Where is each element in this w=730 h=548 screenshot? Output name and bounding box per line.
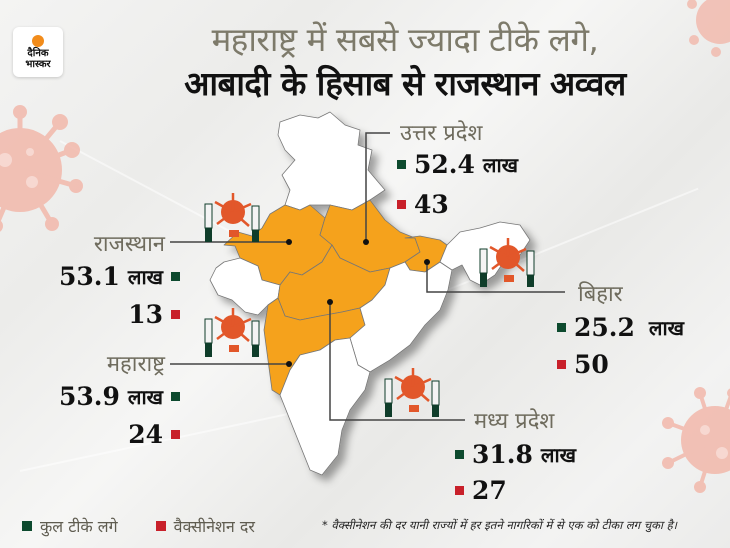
virus-decoration-icon (0, 105, 83, 232)
legend-rate-label: वैक्सीनेशन दर (173, 517, 255, 536)
leader-line-bihar (426, 262, 565, 293)
total-marker-icon (171, 272, 180, 281)
legend: कुल टीके लगे वैक्सीनेशन दर (22, 515, 255, 537)
rate-marker-icon (397, 200, 406, 209)
footnote: * वैक्सीनेशन की दर यानी राज्यों में हर इ… (322, 518, 678, 532)
headline-line1: महाराष्ट्र में सबसे ज्यादा टीके लगे, (211, 20, 599, 59)
total-vaccines-uttar-pradesh: 52.4 लाख (397, 150, 518, 179)
virus-decoration-icon (662, 387, 730, 493)
total-vaccines-rajasthan: 53.1 लाख (20, 262, 180, 291)
legend-total-marker-icon (22, 521, 32, 531)
map-state-gujarat (209, 257, 281, 316)
legend-rate-marker-icon (155, 521, 166, 531)
rate-marker-icon (171, 310, 180, 319)
vaccination-rate-rajasthan: 13 (20, 300, 180, 329)
total-vaccines-maharashtra: 53.9 लाख (20, 382, 180, 411)
logo-text-line1: दैनिक (27, 47, 49, 59)
map-north-states (277, 111, 386, 211)
total-vaccines-madhya-pradesh: 31.8 लाख (455, 440, 576, 469)
total-marker-icon (557, 323, 566, 332)
state-label-madhya-pradesh: मध्य प्रदेश (474, 409, 555, 434)
total-marker-icon (171, 392, 180, 401)
state-label-maharashtra: महाराष्ट्र (106, 352, 165, 377)
total-marker-icon (455, 450, 464, 459)
leader-line-madhya-pradesh (329, 302, 465, 421)
virus-decoration-icon (687, 0, 730, 57)
map-south-states (279, 337, 371, 476)
legend-total-label: कुल टीके लगे (40, 517, 118, 536)
total-vaccines-bihar: 25.2 लाख (557, 313, 684, 342)
leader-line-uttar-pradesh (365, 132, 390, 242)
rate-marker-icon (455, 486, 464, 495)
logo-sun-icon (32, 34, 44, 47)
headline-line2: आबादी के हिसाब से राजस्थान अव्वल (184, 64, 626, 103)
vaccination-rate-maharashtra: 24 (20, 420, 180, 449)
vaccination-rate-madhya-pradesh: 27 (455, 476, 507, 505)
state-label-bihar: बिहार (578, 282, 623, 307)
logo-text-line2: भास्कर (25, 58, 51, 70)
total-marker-icon (397, 160, 406, 169)
state-label-uttar-pradesh: उत्तर प्रदेश (400, 121, 483, 146)
rate-marker-icon (171, 430, 180, 439)
vaccination-rate-uttar-pradesh: 43 (397, 190, 449, 219)
doctor-virus-illustration-icon (204, 193, 535, 417)
state-label-rajasthan: राजस्थान (93, 232, 165, 257)
vaccination-rate-bihar: 50 (557, 350, 609, 379)
rate-marker-icon (557, 360, 566, 369)
dainik-bhaskar-logo: दैनिक भास्कर (13, 27, 63, 77)
